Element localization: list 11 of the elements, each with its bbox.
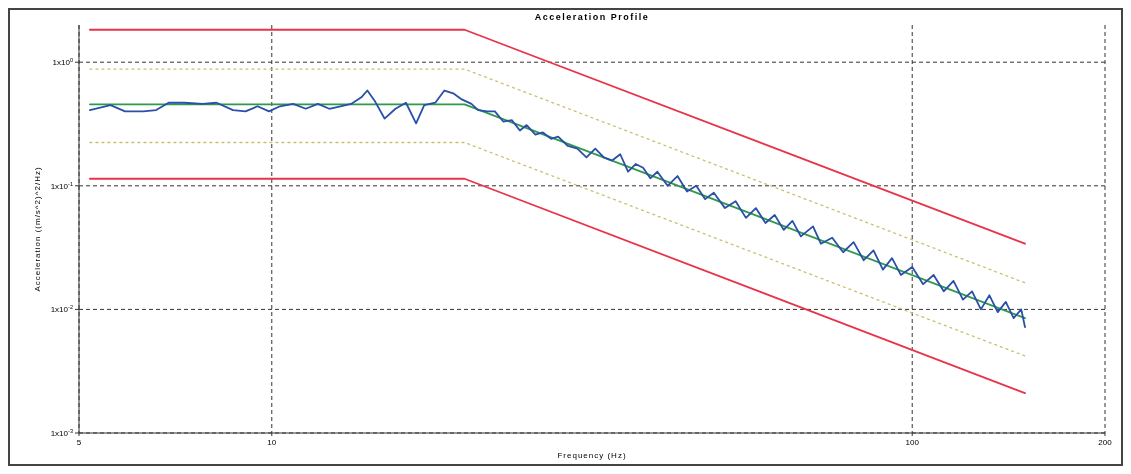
- x-tick-label: 5: [76, 438, 82, 447]
- x-tick-label: 200: [1098, 438, 1113, 447]
- y-tick-label: 1x10$^{-1}$: [50, 180, 73, 191]
- x-axis-title: Frequency (Hz): [557, 451, 627, 460]
- x-tick-label: 100: [905, 438, 920, 447]
- y-axis-title: Acceleration ((m/s^2)^2/Hz): [33, 166, 42, 292]
- x-tick-label: 10: [267, 438, 277, 447]
- chart-title: Acceleration Profile: [534, 12, 650, 22]
- y-tick-label: 1x10$^{0}$: [52, 57, 73, 68]
- y-tick-label: 1x10$^{-2}$: [50, 304, 73, 315]
- y-tick-label: 1x10$^{-3}$: [50, 428, 73, 438]
